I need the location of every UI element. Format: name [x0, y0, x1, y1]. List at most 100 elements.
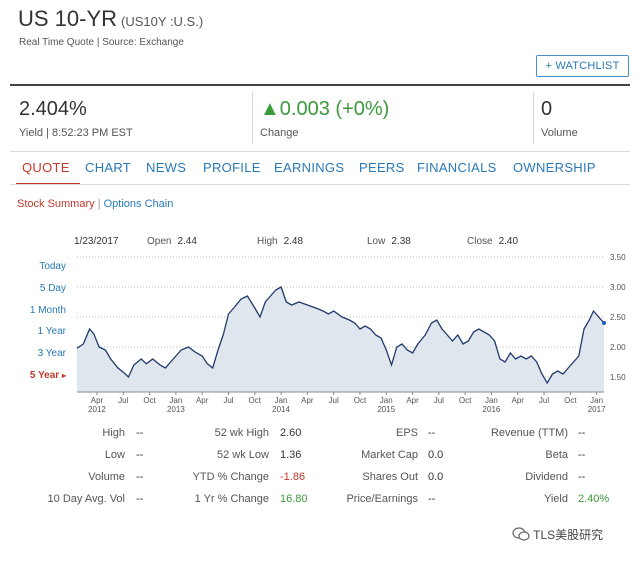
subtabs: Stock Summary | Options Chain	[17, 198, 173, 210]
x-tick-label: Jul	[434, 396, 444, 405]
watermark: TLS美股研究	[512, 526, 603, 543]
up-arrow-icon: ▲	[260, 98, 280, 120]
yield-label: Yield | 8:52:23 PM EST	[19, 127, 133, 139]
x-tick-label: Jul	[329, 396, 339, 405]
quote-source: Real Time Quote | Source: Exchange	[19, 37, 184, 48]
tab-chart[interactable]: CHART	[85, 160, 132, 175]
x-tick-label: Oct	[459, 396, 472, 405]
subtab-stock-summary[interactable]: Stock Summary	[17, 198, 95, 210]
close-value: Close 2.40	[467, 236, 519, 247]
stat-52wk-low-label: 52 wk Low	[217, 449, 269, 461]
metrics-divider	[10, 151, 630, 152]
stat-high-value: --	[136, 427, 144, 439]
stat-ytd-change-label: YTD % Change	[192, 471, 269, 483]
stat-yield-value: 2.40%	[578, 493, 610, 505]
range-3-year[interactable]: 3 Year	[37, 348, 66, 359]
stat-yield-label: Yield	[543, 493, 568, 505]
volume-label: Volume	[541, 127, 578, 139]
x-tick-year: 2016	[483, 405, 501, 414]
caret-right-icon: ▸	[61, 371, 66, 380]
yield-value: 2.404%	[19, 98, 87, 120]
x-tick-year: 2014	[272, 405, 290, 414]
x-tick-label: Oct	[143, 396, 156, 405]
stat-pe-label: Price/Earnings	[346, 493, 418, 505]
tab-news[interactable]: NEWS	[146, 160, 187, 175]
x-tick-label: Oct	[249, 396, 262, 405]
wechat-icon	[512, 527, 530, 541]
chart-series-line	[76, 286, 605, 385]
x-tick-label: Jan	[275, 396, 288, 405]
last-point-marker	[602, 321, 606, 325]
watchlist-button[interactable]: + WATCHLIST	[536, 55, 629, 77]
stat-eps-value: --	[428, 427, 436, 439]
stat-ytd-change-value: -1.86	[280, 471, 306, 483]
stat-52wk-high-label: 52 wk High	[214, 427, 269, 439]
x-tick-label: Jan	[380, 396, 393, 405]
change-label: Change	[260, 127, 299, 139]
x-tick-label: Jan	[169, 396, 182, 405]
ticker-name: US 10-YR	[18, 6, 118, 31]
header-divider	[10, 84, 630, 86]
low-value: Low 2.38	[367, 236, 411, 247]
x-tick-year: 2012	[88, 405, 106, 414]
volume-value: 0	[541, 98, 553, 120]
x-tick-label: Apr	[196, 396, 209, 405]
yield-metric: 2.404% Yield | 8:52:23 PM EST	[19, 98, 133, 139]
x-tick-year: 2017	[588, 405, 606, 414]
range-5-year[interactable]: 5 Year ▸	[29, 370, 66, 381]
stat-market-cap-value: 0.0	[428, 449, 444, 461]
x-tick-label: Apr	[301, 396, 314, 405]
x-tick-year: 2013	[167, 405, 185, 414]
stat-shares-out-label: Shares Out	[362, 471, 418, 483]
y-tick-label: 3.50	[610, 253, 626, 262]
x-tick-label: Apr	[512, 396, 525, 405]
tab-ownership[interactable]: OWNERSHIP	[513, 160, 596, 175]
tab-quote[interactable]: QUOTE	[22, 160, 70, 175]
stat-eps-label: EPS	[395, 427, 418, 439]
tab-profile[interactable]: PROFILE	[203, 160, 261, 175]
stat-52wk-high-value: 2.60	[280, 427, 302, 439]
x-tick-label: Jul	[223, 396, 233, 405]
tab-peers[interactable]: PEERS	[359, 160, 405, 175]
tab-earnings[interactable]: EARNINGS	[274, 160, 345, 175]
x-tick-label: Jul	[539, 396, 549, 405]
stat-low-label: Low	[104, 449, 125, 461]
x-tick-label: Oct	[564, 396, 577, 405]
stat-dividend-value: --	[578, 471, 586, 483]
change-value: 0.003 (+0%)	[279, 98, 390, 120]
tabs-divider	[10, 184, 630, 185]
x-tick-label: Jul	[118, 396, 128, 405]
tab-financials[interactable]: FINANCIALS	[417, 160, 497, 175]
ticker-symbol: (US10Y :U.S.)	[121, 14, 204, 29]
stat-dividend-label: Dividend	[525, 471, 568, 483]
range-1-month[interactable]: 1 Month	[29, 305, 66, 316]
high-value: High 2.48	[257, 236, 304, 247]
quote-date: 1/23/2017	[74, 236, 119, 247]
stat-market-cap-label: Market Cap	[361, 449, 418, 461]
metric-divider	[252, 92, 253, 144]
range-1-year[interactable]: 1 Year	[37, 326, 66, 337]
stat-pe-value: --	[428, 493, 436, 505]
x-tick-label: Jan	[590, 396, 603, 405]
stat-1yr-change-label: 1 Yr % Change	[194, 493, 269, 505]
subtab-separator: |	[97, 198, 104, 210]
y-tick-label: 3.00	[610, 283, 626, 292]
x-tick-label: Jan	[485, 396, 498, 405]
stat-high-label: High	[102, 427, 125, 439]
x-tick-year: 2015	[377, 405, 395, 414]
range-today[interactable]: Today	[39, 261, 66, 272]
x-tick-label: Apr	[91, 396, 104, 405]
range-5-day[interactable]: 5 Day	[39, 283, 66, 294]
stat-volume-value: --	[136, 471, 144, 483]
stat-beta-value: --	[578, 449, 586, 461]
stat-10day-avg-vol-label: 10 Day Avg. Vol	[47, 493, 125, 505]
chart-area-fill	[77, 287, 604, 392]
open-value: Open 2.44	[147, 236, 197, 247]
subtab-options-chain[interactable]: Options Chain	[103, 198, 174, 210]
page-title: US 10-YR (US10Y :U.S.)	[18, 6, 203, 32]
stat-low-value: --	[136, 449, 144, 461]
stat-shares-out-value: 0.0	[428, 471, 444, 483]
change-metric: ▲0.003 (+0%) Change	[260, 98, 389, 139]
x-tick-label: Apr	[406, 396, 419, 405]
